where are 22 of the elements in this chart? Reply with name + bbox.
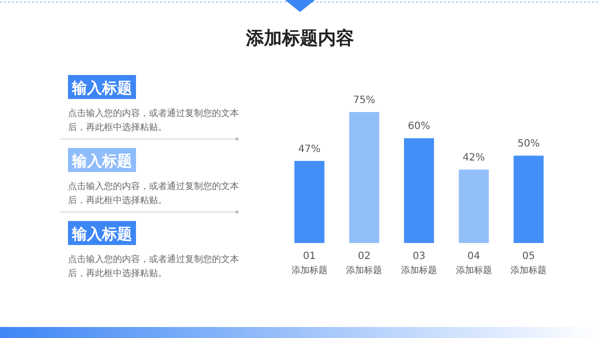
bar [294, 160, 324, 243]
x-tick-label: 02 添加标题 [346, 251, 382, 276]
bar [349, 112, 380, 243]
text: 点击输入您的内容，或者通过复制您的文本后，再此框中选择粘贴。 [68, 254, 239, 279]
data-label: 42% [462, 152, 485, 164]
text: 输入标题 [71, 79, 132, 97]
data-label: 60% [408, 121, 430, 132]
data-label: 75% [353, 95, 376, 106]
bar [514, 156, 544, 243]
chart-title: 添加标题内容 [245, 28, 354, 49]
bar [458, 170, 489, 243]
x-tick-label: 01 添加标题 [291, 251, 328, 276]
text: 点击输入您的内容，或者通过复制您的文本后，再此框中选择粘贴。 [68, 181, 239, 206]
text: 输入标题 [71, 225, 132, 243]
x-tick-label: 05 添加标题 [510, 251, 547, 276]
data-label: 47% [298, 144, 321, 155]
x-tick-label: 03 添加标题 [401, 251, 437, 276]
data-label: 50% [517, 138, 540, 150]
x-tick-label: 04 添加标题 [456, 251, 492, 276]
bar [404, 138, 434, 243]
text: 输入标题 [71, 152, 132, 170]
text: 点击输入您的内容，或者通过复制您的文本后，再此框中选择粘贴。 [68, 108, 239, 133]
